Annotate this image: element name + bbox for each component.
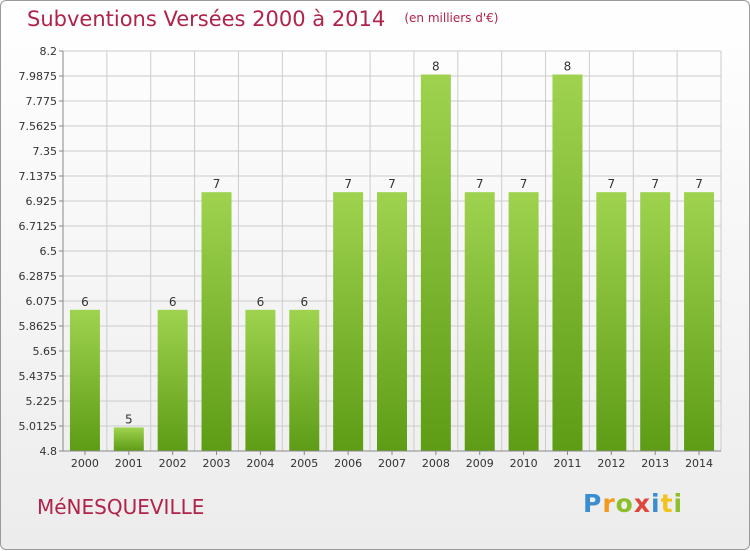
x-tick-label: 2006 bbox=[334, 457, 362, 470]
bar bbox=[157, 309, 188, 451]
bar-value-label: 7 bbox=[695, 177, 703, 191]
x-tick-label: 2003 bbox=[203, 457, 231, 470]
x-tick-label: 2005 bbox=[290, 457, 318, 470]
y-tick-label: 5.0125 bbox=[19, 420, 58, 433]
chart-title: Subventions Versées 2000 à 2014 bbox=[27, 7, 386, 31]
bar-value-label: 7 bbox=[608, 177, 616, 191]
x-tick-label: 2014 bbox=[685, 457, 713, 470]
bars: 6 5 6 7 6 6 7 7 8 7 7 8 7 7 7 bbox=[69, 60, 715, 452]
bar-value-label: 7 bbox=[651, 177, 659, 191]
bar bbox=[552, 74, 583, 451]
x-tick-label: 2010 bbox=[510, 457, 538, 470]
bar bbox=[245, 309, 276, 451]
y-tick-label: 6.5 bbox=[40, 245, 58, 258]
y-tick-label: 5.65 bbox=[33, 345, 58, 358]
bar-value-label: 6 bbox=[81, 295, 89, 309]
bar bbox=[69, 309, 100, 451]
y-tick-label: 6.7125 bbox=[19, 220, 58, 233]
bar-value-label: 5 bbox=[125, 412, 133, 426]
axes: 8.2 7.9875 7.775 7.5625 7.35 7.1375 6.925 6.712… bbox=[19, 45, 721, 470]
bar bbox=[596, 192, 627, 452]
bar bbox=[113, 427, 144, 451]
chart-title-block: Subventions Versées 2000 à 2014 (en mill… bbox=[27, 7, 498, 31]
bar-value-label: 8 bbox=[432, 60, 440, 74]
x-tick-label: 2001 bbox=[115, 457, 143, 470]
x-tick-label: 2002 bbox=[159, 457, 187, 470]
bar-value-label: 8 bbox=[564, 60, 572, 74]
commune-name: MéNESQUEVILLE bbox=[37, 495, 205, 519]
y-tick-label: 8.2 bbox=[40, 45, 58, 58]
y-tick-label: 7.1375 bbox=[19, 170, 58, 183]
y-tick-label: 7.9875 bbox=[19, 70, 58, 83]
y-tick-label: 5.225 bbox=[26, 395, 58, 408]
x-tick-label: 2000 bbox=[71, 457, 99, 470]
x-tick-label: 2004 bbox=[246, 457, 274, 470]
x-tick-label: 2012 bbox=[597, 457, 625, 470]
bar bbox=[289, 309, 320, 451]
bar bbox=[201, 192, 232, 452]
x-tick-label: 2011 bbox=[553, 457, 581, 470]
bar bbox=[640, 192, 671, 452]
chart-subtitle: (en milliers d'€) bbox=[404, 11, 499, 25]
bar-value-label: 6 bbox=[257, 295, 265, 309]
x-tick-label: 2007 bbox=[378, 457, 406, 470]
bar bbox=[377, 192, 407, 452]
y-tick-label: 7.5625 bbox=[19, 120, 58, 133]
bar-value-label: 6 bbox=[169, 295, 177, 309]
y-tick-label: 4.8 bbox=[40, 445, 58, 458]
x-tick-label: 2008 bbox=[422, 457, 450, 470]
bar bbox=[464, 192, 495, 452]
y-tick-label: 7.35 bbox=[33, 145, 58, 158]
bar-value-label: 7 bbox=[344, 177, 352, 191]
x-tick-label: 2013 bbox=[641, 457, 669, 470]
x-tick-label: 2009 bbox=[466, 457, 494, 470]
bar-value-label: 7 bbox=[213, 177, 221, 191]
bar-value-label: 6 bbox=[300, 295, 308, 309]
y-tick-label: 5.8625 bbox=[19, 320, 58, 333]
bar-value-label: 7 bbox=[388, 177, 396, 191]
y-tick-label: 6.075 bbox=[26, 295, 58, 308]
bar bbox=[508, 192, 539, 452]
bar bbox=[333, 192, 364, 452]
y-tick-label: 7.775 bbox=[26, 95, 58, 108]
y-tick-label: 6.925 bbox=[26, 195, 58, 208]
proxiti-logo: Proxiti bbox=[583, 489, 684, 518]
bar bbox=[684, 192, 715, 452]
bar-value-label: 7 bbox=[520, 177, 528, 191]
y-tick-label: 6.2875 bbox=[19, 270, 58, 283]
bar bbox=[420, 74, 451, 451]
bar-value-label: 7 bbox=[476, 177, 484, 191]
y-tick-label: 5.4375 bbox=[19, 370, 58, 383]
